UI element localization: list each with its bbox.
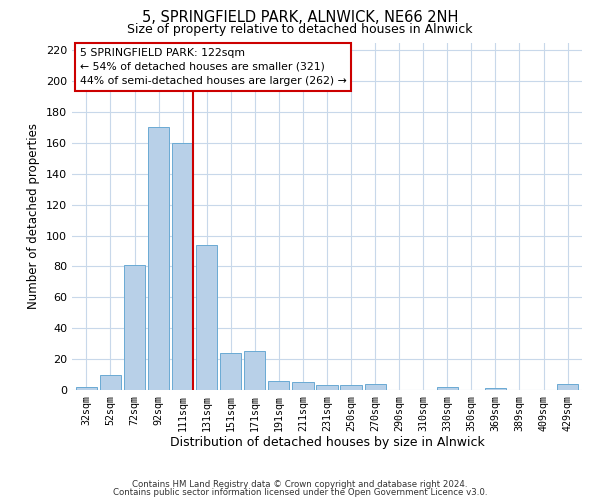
Bar bbox=[220, 353, 241, 390]
Bar bbox=[316, 386, 338, 390]
Bar bbox=[244, 352, 265, 390]
Bar bbox=[76, 387, 97, 390]
Bar bbox=[268, 380, 289, 390]
Y-axis label: Number of detached properties: Number of detached properties bbox=[28, 123, 40, 309]
Bar bbox=[196, 245, 217, 390]
Text: Contains HM Land Registry data © Crown copyright and database right 2024.: Contains HM Land Registry data © Crown c… bbox=[132, 480, 468, 489]
X-axis label: Distribution of detached houses by size in Alnwick: Distribution of detached houses by size … bbox=[170, 436, 484, 450]
Bar bbox=[365, 384, 386, 390]
Text: Size of property relative to detached houses in Alnwick: Size of property relative to detached ho… bbox=[127, 22, 473, 36]
Bar bbox=[124, 265, 145, 390]
Bar bbox=[557, 384, 578, 390]
Bar bbox=[437, 387, 458, 390]
Bar bbox=[148, 128, 169, 390]
Text: 5 SPRINGFIELD PARK: 122sqm
← 54% of detached houses are smaller (321)
44% of sem: 5 SPRINGFIELD PARK: 122sqm ← 54% of deta… bbox=[80, 48, 346, 86]
Text: Contains public sector information licensed under the Open Government Licence v3: Contains public sector information licen… bbox=[113, 488, 487, 497]
Bar bbox=[292, 382, 314, 390]
Bar bbox=[485, 388, 506, 390]
Bar bbox=[100, 374, 121, 390]
Bar bbox=[340, 386, 362, 390]
Text: 5, SPRINGFIELD PARK, ALNWICK, NE66 2NH: 5, SPRINGFIELD PARK, ALNWICK, NE66 2NH bbox=[142, 10, 458, 25]
Bar bbox=[172, 143, 193, 390]
